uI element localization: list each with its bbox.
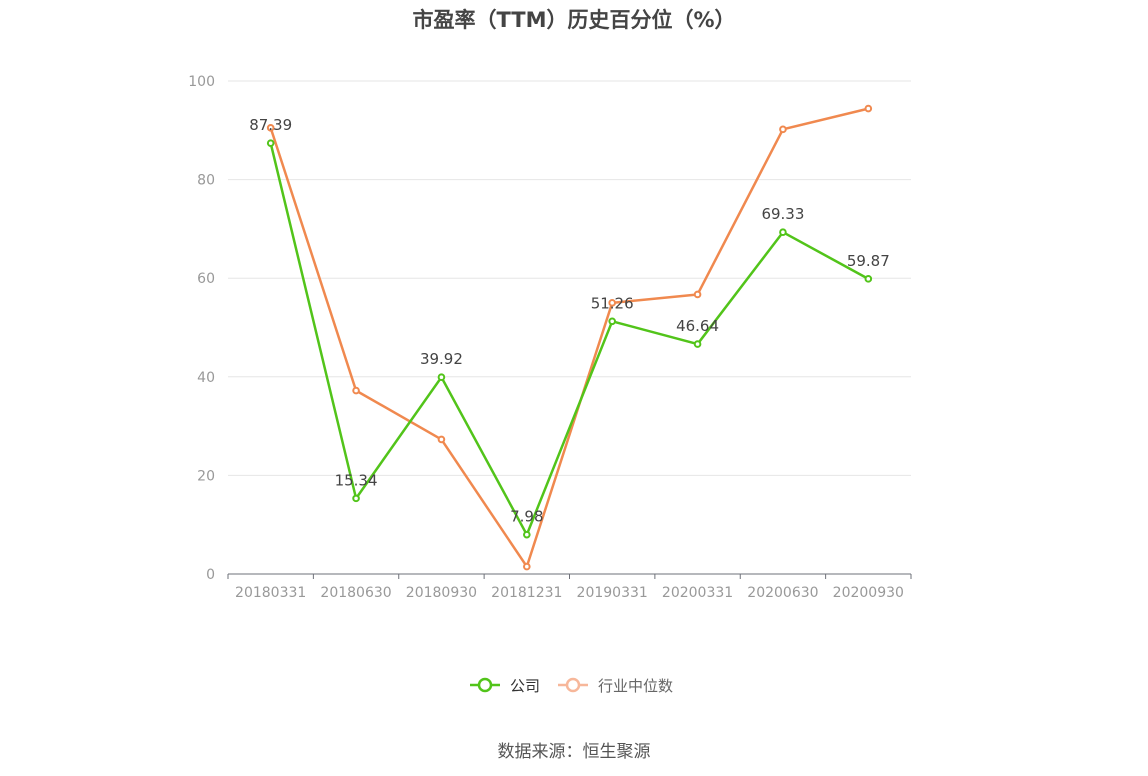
y-tick-label: 40 (197, 370, 215, 386)
grid-lines (228, 80, 911, 476)
series-line (269, 107, 869, 568)
x-tick-label: 20181231 (491, 585, 562, 601)
data-label: 69.33 (761, 205, 804, 223)
data-point (864, 275, 873, 283)
legend[interactable]: 公司 行业中位数 (470, 677, 673, 695)
x-tick-label: 20180930 (406, 585, 477, 601)
data-point (266, 139, 275, 147)
data-point (864, 104, 873, 113)
y-axis: 0 20 40 60 80 100 (188, 74, 215, 583)
data-label: 7.98 (510, 508, 543, 526)
chart-title: 市盈率（TTM）历史百分位（%） (412, 8, 736, 32)
data-point (437, 435, 446, 444)
legend-marker (565, 677, 581, 693)
source-note: 数据来源：恒生聚源 (497, 742, 651, 762)
y-tick-label: 0 (206, 567, 215, 583)
data-point (608, 299, 616, 307)
data-point (608, 317, 616, 326)
legend-marker (477, 677, 493, 693)
x-tick-label: 20200630 (747, 585, 818, 601)
data-point (352, 386, 360, 395)
y-tick-label: 60 (197, 271, 215, 287)
series-layer (266, 104, 873, 571)
data-point (693, 290, 702, 299)
data-label: 46.64 (676, 317, 719, 335)
x-axis: 20180331 20180630 20180930 20181231 20190331… (227, 573, 912, 601)
data-label: 59.87 (847, 252, 890, 270)
data-labels: 87.39 15.34 39.92 7.98 51.26 46.64 69.33 59.87 (249, 116, 890, 525)
data-label: 87.39 (249, 116, 292, 134)
x-tick-label: 20180630 (320, 585, 391, 601)
x-tick-label: 20200930 (833, 585, 904, 601)
data-point (693, 340, 702, 348)
data-point (266, 124, 275, 132)
data-point (523, 530, 531, 539)
data-label: 15.34 (335, 471, 378, 489)
data-point (352, 494, 360, 503)
y-tick-label: 100 (188, 74, 215, 90)
data-point (779, 125, 787, 134)
series-line (269, 142, 869, 536)
x-tick-label: 20180331 (235, 585, 306, 601)
data-label: 39.92 (420, 350, 463, 368)
data-label: 51.26 (591, 294, 634, 312)
y-tick-label: 80 (197, 173, 215, 189)
y-tick-label: 20 (197, 468, 215, 484)
data-point (523, 562, 531, 571)
legend-label: 公司 (510, 677, 540, 695)
legend-label: 行业中位数 (598, 677, 673, 695)
data-point (779, 228, 787, 237)
x-tick-label: 20200331 (662, 585, 733, 601)
data-point (437, 373, 446, 381)
x-tick-label: 20190331 (577, 585, 648, 601)
